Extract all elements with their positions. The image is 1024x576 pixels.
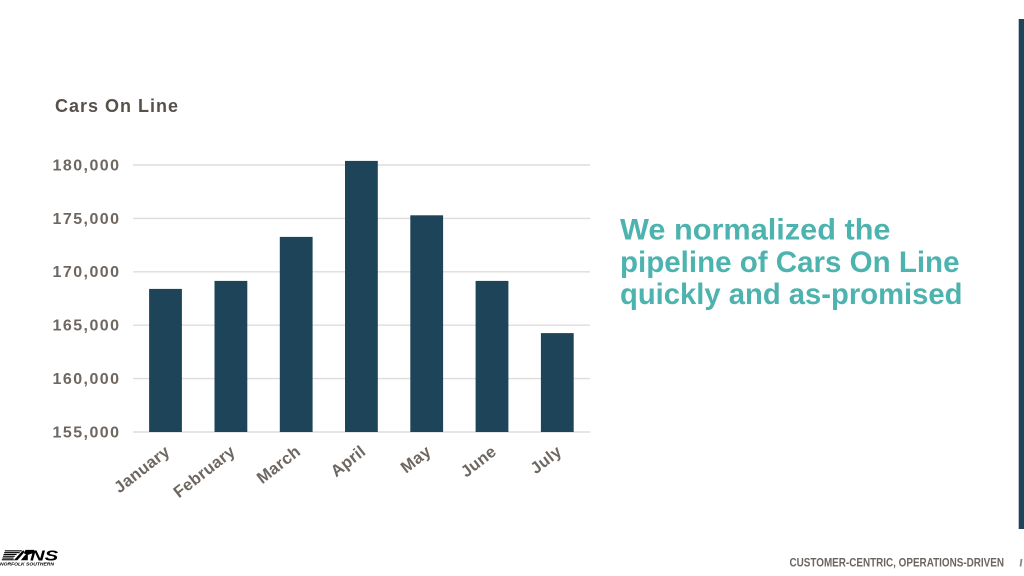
svg-text:NS: NS <box>30 548 58 564</box>
svg-text:155,000: 155,000 <box>53 424 121 441</box>
svg-text:NORFOLK SOUTHERN: NORFOLK SOUTHERN <box>0 561 55 566</box>
svg-text:165,000: 165,000 <box>53 318 121 335</box>
svg-text:pipeline of Cars On Line: pipeline of Cars On Line <box>620 246 960 279</box>
svg-text:Cars On Line: Cars On Line <box>55 96 179 116</box>
svg-text:CUSTOMER-CENTRIC, OPERATIONS-D: CUSTOMER-CENTRIC, OPERATIONS-DRIVEN <box>790 556 1005 570</box>
svg-text:160,000: 160,000 <box>53 371 121 388</box>
svg-text:170,000: 170,000 <box>53 264 121 281</box>
svg-text:We normalized the: We normalized the <box>620 214 891 247</box>
svg-text:180,000: 180,000 <box>53 157 121 174</box>
svg-text:quickly and as-promised: quickly and as-promised <box>620 278 963 311</box>
svg-text:175,000: 175,000 <box>53 211 121 228</box>
